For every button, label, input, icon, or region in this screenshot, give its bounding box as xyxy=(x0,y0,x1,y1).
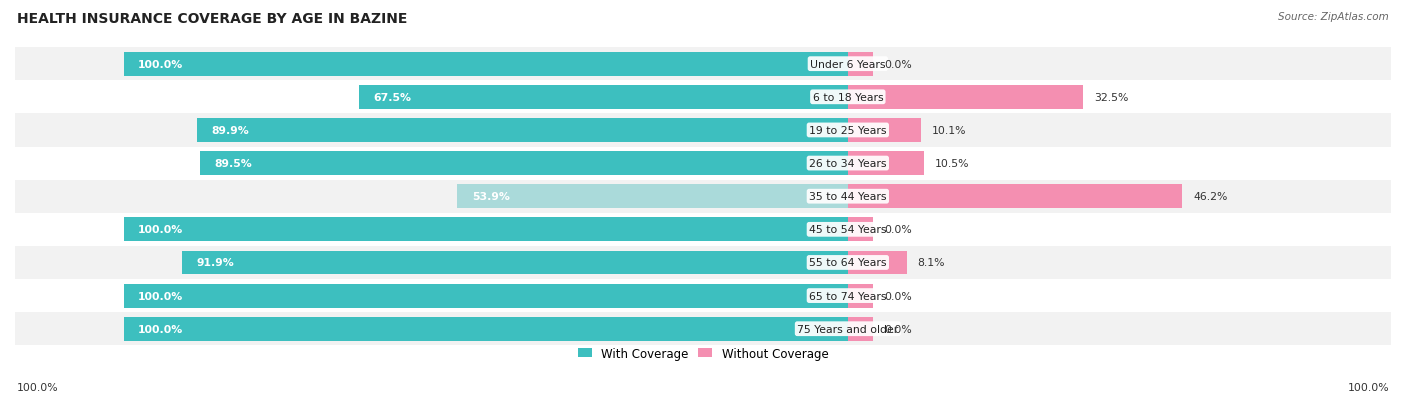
FancyBboxPatch shape xyxy=(15,312,1391,345)
Bar xyxy=(124,284,848,308)
Text: 0.0%: 0.0% xyxy=(884,291,912,301)
Bar xyxy=(200,152,848,176)
Text: 89.9%: 89.9% xyxy=(211,126,249,135)
Text: 8.1%: 8.1% xyxy=(917,258,945,268)
FancyBboxPatch shape xyxy=(15,114,1391,147)
Bar xyxy=(848,85,1083,109)
Text: 65 to 74 Years: 65 to 74 Years xyxy=(808,291,887,301)
Text: 89.5%: 89.5% xyxy=(214,159,252,169)
Bar xyxy=(848,218,873,242)
Text: 45 to 54 Years: 45 to 54 Years xyxy=(808,225,887,235)
Bar xyxy=(848,152,924,176)
FancyBboxPatch shape xyxy=(15,81,1391,114)
Bar xyxy=(359,85,848,109)
Text: 100.0%: 100.0% xyxy=(17,382,59,392)
Text: 100.0%: 100.0% xyxy=(138,324,183,334)
Text: Under 6 Years: Under 6 Years xyxy=(810,59,886,69)
Bar xyxy=(124,52,848,76)
Bar xyxy=(848,52,873,76)
Text: 10.1%: 10.1% xyxy=(932,126,966,135)
Text: 26 to 34 Years: 26 to 34 Years xyxy=(808,159,887,169)
Text: 67.5%: 67.5% xyxy=(374,93,412,102)
Legend: With Coverage, Without Coverage: With Coverage, Without Coverage xyxy=(574,343,832,363)
Text: 32.5%: 32.5% xyxy=(1094,93,1129,102)
Text: 19 to 25 Years: 19 to 25 Years xyxy=(808,126,887,135)
Text: 91.9%: 91.9% xyxy=(197,258,235,268)
FancyBboxPatch shape xyxy=(15,147,1391,180)
FancyBboxPatch shape xyxy=(15,279,1391,312)
Bar xyxy=(848,185,1182,209)
FancyBboxPatch shape xyxy=(15,48,1391,81)
Bar xyxy=(848,251,907,275)
Text: Source: ZipAtlas.com: Source: ZipAtlas.com xyxy=(1278,12,1389,22)
FancyBboxPatch shape xyxy=(15,180,1391,213)
Text: 35 to 44 Years: 35 to 44 Years xyxy=(808,192,887,202)
Text: 100.0%: 100.0% xyxy=(1347,382,1389,392)
Bar xyxy=(848,317,873,341)
Text: 55 to 64 Years: 55 to 64 Years xyxy=(808,258,887,268)
Bar xyxy=(124,317,848,341)
Text: 0.0%: 0.0% xyxy=(884,225,912,235)
Text: 0.0%: 0.0% xyxy=(884,324,912,334)
Text: 10.5%: 10.5% xyxy=(935,159,969,169)
Bar xyxy=(124,218,848,242)
Bar xyxy=(848,119,921,142)
Bar xyxy=(197,119,848,142)
FancyBboxPatch shape xyxy=(15,246,1391,279)
FancyBboxPatch shape xyxy=(15,213,1391,246)
Bar xyxy=(183,251,848,275)
Text: 100.0%: 100.0% xyxy=(138,291,183,301)
Text: 46.2%: 46.2% xyxy=(1194,192,1227,202)
Text: 100.0%: 100.0% xyxy=(138,225,183,235)
Bar xyxy=(457,185,848,209)
Text: 100.0%: 100.0% xyxy=(138,59,183,69)
Text: 75 Years and older: 75 Years and older xyxy=(797,324,898,334)
Bar xyxy=(848,284,873,308)
Text: 0.0%: 0.0% xyxy=(884,59,912,69)
Text: 6 to 18 Years: 6 to 18 Years xyxy=(813,93,883,102)
Text: 53.9%: 53.9% xyxy=(472,192,510,202)
Text: HEALTH INSURANCE COVERAGE BY AGE IN BAZINE: HEALTH INSURANCE COVERAGE BY AGE IN BAZI… xyxy=(17,12,408,26)
